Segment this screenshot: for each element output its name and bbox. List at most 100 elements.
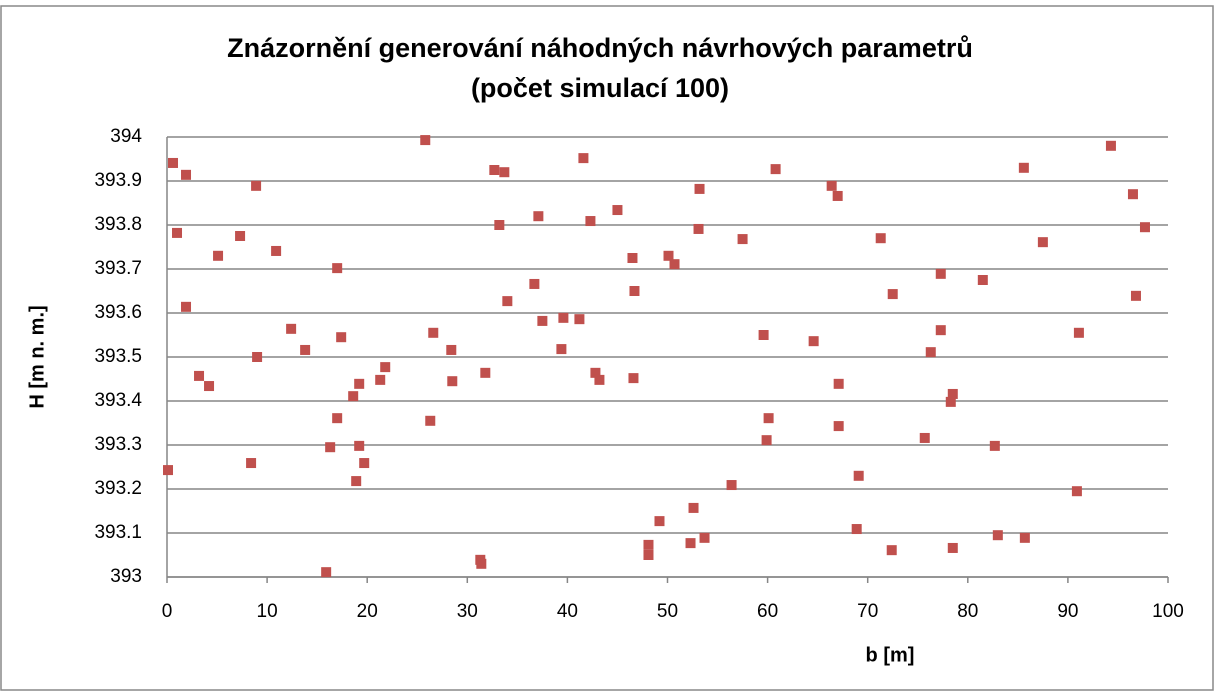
point [1037,237,1048,248]
point [194,370,205,381]
point [556,344,567,355]
point [594,374,605,385]
point [286,323,297,334]
point [502,296,513,307]
point [558,312,569,323]
point [336,332,347,343]
point [351,476,362,487]
point [663,250,674,261]
point [420,135,431,146]
point [213,250,224,261]
y-tick-label: 393.1 [94,522,142,543]
point [808,336,819,347]
y-tick-label: 393.4 [94,390,142,411]
point [447,376,458,387]
point [688,502,699,513]
point [1018,162,1029,173]
chart-title: Znázornění generování náhodných návrhový… [227,33,973,63]
point [628,373,639,384]
point [919,432,930,443]
point [1127,189,1138,200]
point [947,388,958,399]
point [271,245,282,256]
point [833,378,844,389]
point [172,227,183,238]
point [853,470,864,481]
point [425,415,436,426]
point [354,440,365,451]
point [252,352,263,362]
y-tick-label: 394 [110,126,142,147]
point [181,169,192,180]
point [685,538,696,549]
y-tick-label: 393.9 [94,170,142,191]
point [494,220,505,230]
point [181,301,192,312]
point [533,211,544,222]
point [332,263,343,274]
point [654,516,665,527]
point [348,391,359,402]
point [428,327,439,338]
point [529,278,540,289]
y-tick-label: 393.3 [94,434,142,455]
point [925,347,936,358]
point [851,524,862,535]
point [612,205,623,216]
y-tick-label: 393.5 [94,346,142,367]
point [737,234,748,245]
y-tick-label: 393.2 [94,478,142,499]
x-tick-label: 10 [257,601,278,622]
point [574,314,585,325]
point [935,325,946,336]
x-tick-label: 80 [957,601,978,622]
point [325,442,336,453]
point [758,330,769,340]
y-axis-label: H [m n. m.] [26,305,48,408]
x-tick-label: 30 [457,601,478,622]
x-tick-label: 60 [757,601,778,622]
point [585,216,596,227]
point [537,315,548,326]
point [693,223,704,234]
y-tick-label: 393.8 [94,214,142,235]
x-tick-label: 100 [1152,601,1184,622]
point [699,532,710,543]
x-tick-label: 90 [1057,601,1078,622]
point [761,435,772,446]
point [446,344,457,355]
x-tick-label: 0 [162,601,173,622]
y-tick-label: 393.6 [94,302,142,323]
point [499,167,510,178]
point [629,286,640,296]
y-tick-label: 393 [110,566,142,587]
point [875,233,886,244]
point [989,440,1000,451]
point [826,180,837,191]
point [489,165,500,175]
point [359,458,370,469]
point [643,539,654,550]
point [168,157,179,168]
chart-border [0,5,1214,691]
point [1073,327,1084,338]
point [251,180,262,191]
point [590,367,601,378]
point [1130,290,1141,301]
point [380,362,391,373]
chart-title: (počet simulací 100) [471,73,729,103]
point [726,480,737,491]
x-tick-label: 70 [857,601,878,622]
point [977,275,988,285]
point [476,558,487,569]
point [694,183,705,194]
point [945,396,956,407]
point [354,378,365,389]
point [886,545,897,556]
point [947,542,958,553]
point [763,413,774,424]
point [643,550,654,560]
point [235,231,246,241]
point [375,374,386,385]
x-tick-label: 50 [657,601,678,622]
